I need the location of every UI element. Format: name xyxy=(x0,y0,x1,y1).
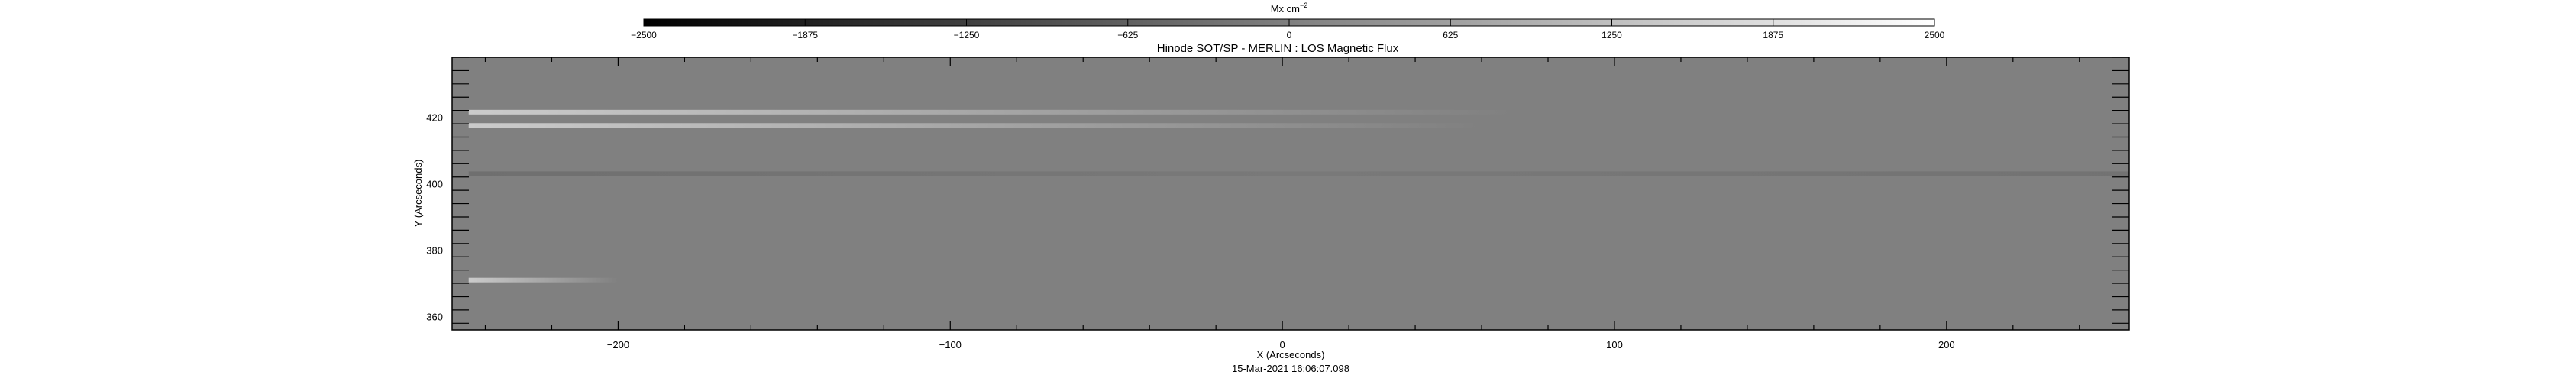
x-tick-label: 200 xyxy=(1938,339,1955,351)
colorbar-tick-label: −625 xyxy=(1117,30,1138,40)
flux-streak xyxy=(468,109,1515,115)
colorbar-tick-label: 0 xyxy=(1287,30,1292,40)
colorbar-tick-label: 1250 xyxy=(1602,30,1622,40)
x-tick-label: 0 xyxy=(1280,339,1285,351)
plot-area: −200 −100 0 100 200 360 380 400 420 xyxy=(426,57,2130,351)
x-axis-ticks: −200 −100 0 100 200 xyxy=(484,57,2080,351)
colorbar-unit-label: Mx cm−2 xyxy=(1271,2,1308,15)
flux-streak xyxy=(468,123,1482,128)
chart-title: Hinode SOT/SP - MERLIN : LOS Magnetic Fl… xyxy=(1157,42,1399,55)
colorbar: Mx cm−2 −2500 −1875 −1250 −625 0 625 1250 1875 2… xyxy=(631,2,1945,40)
colorbar-tick-label: −1250 xyxy=(954,30,980,40)
y-axis-label: Y (Arcseconds) xyxy=(412,160,424,228)
plot-frame xyxy=(451,57,2130,331)
colorbar-unit-exponent: −2 xyxy=(1300,2,1307,9)
timestamp: 15-Mar-2021 16:06:07.098 xyxy=(1232,363,1349,374)
flux-map xyxy=(452,57,2129,330)
x-tick-label: 100 xyxy=(1606,339,1623,351)
y-axis-ticks: 360 380 400 420 xyxy=(426,57,2129,324)
colorbar-tick-label: −1875 xyxy=(792,30,818,40)
y-tick-label: 400 xyxy=(426,178,443,189)
y-tick-label: 380 xyxy=(426,245,443,257)
colorbar-tick-label: −2500 xyxy=(631,30,657,40)
x-tick-label: −200 xyxy=(607,339,629,351)
y-tick-label: 360 xyxy=(426,312,443,323)
colorbar-ticks: −2500 −1875 −1250 −625 0 625 1250 1875 2500 xyxy=(631,19,1945,40)
flux-streak xyxy=(468,171,2129,176)
flux-streaks xyxy=(468,109,2129,283)
x-tick-label: −100 xyxy=(939,339,962,351)
colorbar-tick-label: 1875 xyxy=(1763,30,1783,40)
colorbar-tick-label: 625 xyxy=(1443,30,1458,40)
x-axis-label: X (Arcseconds) xyxy=(1257,349,1325,360)
colorbar-tick-label: 2500 xyxy=(1925,30,1945,40)
y-tick-label: 420 xyxy=(426,111,443,123)
flux-streak xyxy=(468,277,619,283)
